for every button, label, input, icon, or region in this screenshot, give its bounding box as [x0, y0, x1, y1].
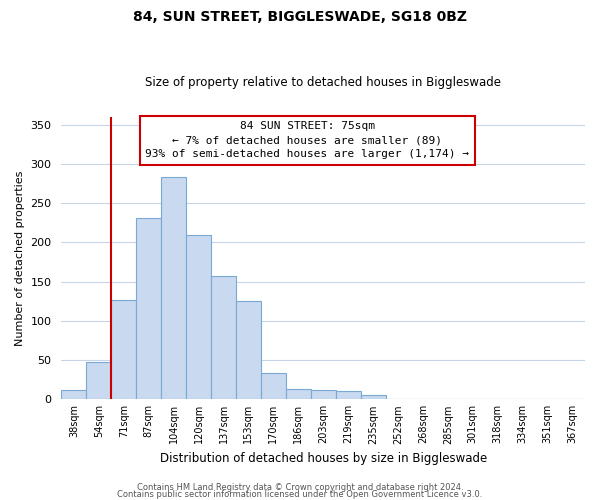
Bar [111, 300, 136, 400]
Bar [311, 390, 335, 400]
Title: Size of property relative to detached houses in Biggleswade: Size of property relative to detached ho… [145, 76, 501, 90]
Bar [186, 234, 211, 400]
X-axis label: Distribution of detached houses by size in Biggleswade: Distribution of detached houses by size … [160, 452, 487, 465]
Text: 84 SUN STREET: 75sqm
← 7% of detached houses are smaller (89)
93% of semi-detach: 84 SUN STREET: 75sqm ← 7% of detached ho… [145, 122, 469, 160]
Bar [61, 390, 86, 400]
Text: Contains HM Land Registry data © Crown copyright and database right 2024.: Contains HM Land Registry data © Crown c… [137, 484, 463, 492]
Bar [136, 218, 161, 400]
Bar [161, 178, 186, 400]
Bar [286, 389, 311, 400]
Text: 84, SUN STREET, BIGGLESWADE, SG18 0BZ: 84, SUN STREET, BIGGLESWADE, SG18 0BZ [133, 10, 467, 24]
Y-axis label: Number of detached properties: Number of detached properties [15, 170, 25, 346]
Bar [211, 276, 236, 400]
Bar [261, 374, 286, 400]
Bar [335, 392, 361, 400]
Bar [86, 362, 111, 400]
Text: Contains public sector information licensed under the Open Government Licence v3: Contains public sector information licen… [118, 490, 482, 499]
Bar [236, 302, 261, 400]
Bar [361, 396, 386, 400]
